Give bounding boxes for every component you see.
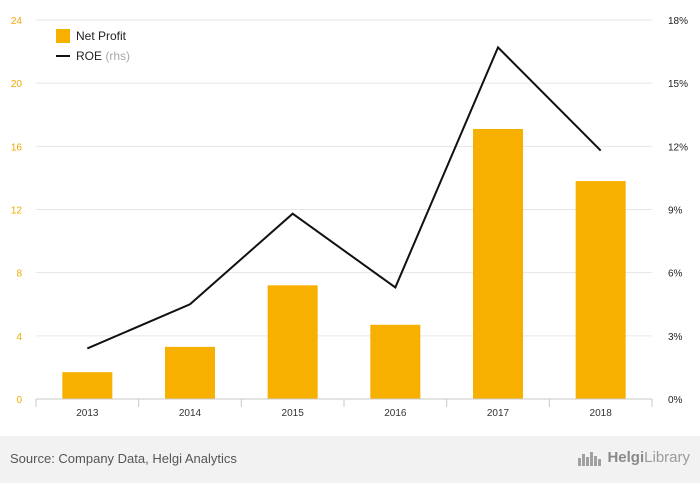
legend-label-roe-suffix: (rhs) [105, 49, 130, 63]
right-tick-label: 3% [668, 332, 683, 343]
brand-logo: HelgiLibrary [577, 449, 690, 466]
right-tick-label: 15% [668, 79, 688, 90]
left-tick-label: 4 [16, 332, 22, 343]
legend-label-roe: ROE (rhs) [76, 49, 130, 63]
bar [370, 324, 421, 399]
x-tick-label: 2013 [76, 408, 99, 419]
right-tick-label: 12% [668, 142, 688, 153]
line-series [86, 45, 602, 350]
bar [267, 285, 318, 399]
legend: Net Profit ROE (rhs) [56, 29, 130, 63]
axes: 0 0% 4 3% 8 6% 12 9% 16 12% 20 15% 24 18% 2013 2014 2015… [11, 16, 688, 419]
legend-label-net-profit: Net Profit [76, 29, 127, 43]
city-skyline-icon [578, 451, 602, 466]
legend-swatch-net-profit [56, 29, 70, 43]
left-tick-label: 24 [11, 16, 23, 27]
bar [473, 128, 523, 399]
chart: 0 0% 4 3% 8 6% 12 9% 16 12% 20 15% 24 18% 2013 2014 2015… [11, 16, 688, 419]
x-tick-label: 2014 [179, 408, 202, 419]
right-tick-label: 6% [668, 269, 683, 280]
source-note: Source: Company Data, Helgi Analytics [10, 451, 237, 466]
right-tick-label: 18% [668, 16, 688, 27]
bar-series [62, 128, 626, 399]
x-tick-label: 2015 [282, 408, 305, 419]
right-tick-label: 9% [668, 206, 683, 217]
x-tick-label: 2016 [384, 408, 407, 419]
right-tick-label: 0% [668, 395, 683, 406]
bar [165, 346, 215, 399]
left-tick-label: 16 [11, 142, 23, 153]
left-tick-label: 20 [11, 79, 23, 90]
left-tick-label: 0 [16, 395, 22, 406]
x-tick-label: 2018 [590, 408, 613, 419]
x-tick-label: 2017 [487, 408, 510, 419]
bar [575, 181, 626, 399]
brand-name: HelgiLibrary [607, 449, 690, 466]
left-tick-label: 12 [11, 206, 23, 217]
left-tick-label: 8 [16, 269, 22, 280]
grid-lines [36, 19, 652, 337]
brand-prefix: Helgi [607, 449, 645, 466]
roe-line [86, 45, 602, 350]
bar [62, 372, 113, 399]
brand-suffix: Library [644, 449, 690, 466]
